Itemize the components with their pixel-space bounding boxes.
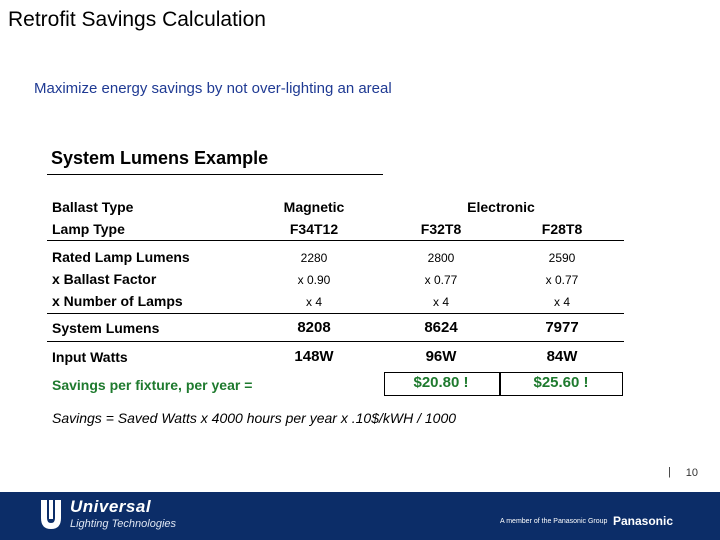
page-number: 10 (685, 467, 698, 479)
header-rule (47, 240, 624, 241)
rated-lumens-3: 2590 (548, 251, 576, 265)
savings-formula: Savings = Saved Watts x 4000 hours per y… (52, 410, 457, 426)
ballast-factor-2: x 0.77 (424, 273, 458, 287)
ballast-magnetic: Magnetic (283, 199, 345, 215)
savings-3: $25.60 ! (533, 374, 589, 391)
ballast-factor-1: x 0.90 (297, 273, 331, 287)
ballast-factor-3: x 0.77 (545, 273, 579, 287)
input-watts-1: 148W (294, 348, 334, 365)
number-of-lamps-3: x 4 (553, 295, 571, 309)
label-rated-lumens: Rated Lamp Lumens (52, 249, 190, 265)
rated-lumens-2: 2800 (427, 251, 455, 265)
number-of-lamps-1: x 4 (305, 295, 323, 309)
panasonic-logo: Panasonic (613, 514, 674, 528)
label-ballast-type: Ballast Type (52, 199, 134, 215)
title-rule (47, 174, 383, 175)
label-number-of-lamps: x Number of Lamps (52, 293, 183, 309)
savings-2: $20.80 ! (413, 374, 469, 391)
label-input-watts: Input Watts (52, 349, 128, 365)
savings-box-3 (500, 372, 623, 396)
footer-bar: Universal Lighting Technologies A member… (0, 492, 720, 540)
universal-logo-icon (41, 500, 61, 529)
member-text: A member of the Panasonic Group (500, 518, 608, 525)
lamp-type-3: F28T8 (541, 221, 583, 237)
input-watts-2: 96W (425, 348, 457, 365)
label-savings: Savings per fixture, per year = (52, 377, 253, 393)
system-lumens-2: 8624 (424, 319, 458, 336)
subtitle: Maximize energy savings by not over-ligh… (34, 80, 392, 97)
lumens-rule (47, 313, 624, 314)
system-rule (47, 341, 624, 342)
ballast-electronic: Electronic (467, 199, 535, 215)
example-title: System Lumens Example (51, 148, 269, 168)
system-lumens-3: 7977 (545, 319, 579, 336)
rated-lumens-1: 2280 (300, 251, 328, 265)
savings-box-2 (384, 372, 500, 396)
logo-wordmark: Universal (70, 497, 152, 516)
input-watts-3: 84W (546, 348, 578, 365)
page-separator: | (668, 466, 671, 478)
system-lumens-1: 8208 (297, 319, 331, 336)
lamp-type-2: F32T8 (420, 221, 462, 237)
logo-tagline: Lighting Technologies (70, 518, 177, 530)
lamp-type-1: F34T12 (289, 221, 339, 237)
number-of-lamps-2: x 4 (432, 295, 450, 309)
label-system-lumens: System Lumens (52, 320, 160, 336)
page-title: Retrofit Savings Calculation (8, 8, 266, 31)
label-ballast-factor: x Ballast Factor (52, 271, 157, 287)
label-lamp-type: Lamp Type (52, 221, 125, 237)
